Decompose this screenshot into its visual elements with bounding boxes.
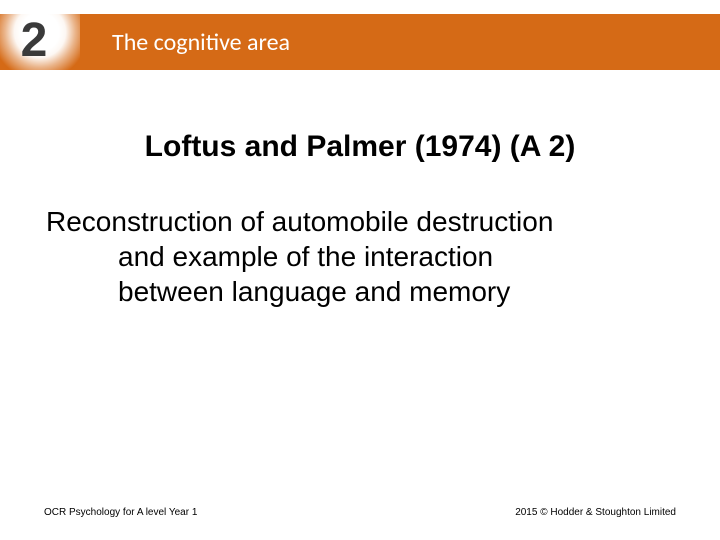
- slide: 2 The cognitive area Loftus and Palmer (…: [0, 0, 720, 540]
- footer-left: OCR Psychology for A level Year 1: [44, 507, 197, 518]
- body-line-3: between language and memory: [46, 274, 680, 309]
- chapter-number: 2: [21, 13, 48, 68]
- main-title: Loftus and Palmer (1974) (A 2): [30, 130, 690, 164]
- chapter-badge: 2: [0, 12, 80, 72]
- header-title: The cognitive area: [112, 28, 290, 57]
- body-line-1: Reconstruction of automobile destruction: [46, 206, 553, 237]
- header-bar: 2 The cognitive area: [0, 14, 720, 70]
- content-area: Loftus and Palmer (1974) (A 2) Reconstru…: [0, 130, 720, 309]
- body-line-2: and example of the interaction: [46, 239, 680, 274]
- footer: OCR Psychology for A level Year 1 2015 ©…: [0, 507, 720, 518]
- footer-right: 2015 © Hodder & Stoughton Limited: [515, 507, 676, 518]
- body-text: Reconstruction of automobile destruction…: [40, 204, 680, 309]
